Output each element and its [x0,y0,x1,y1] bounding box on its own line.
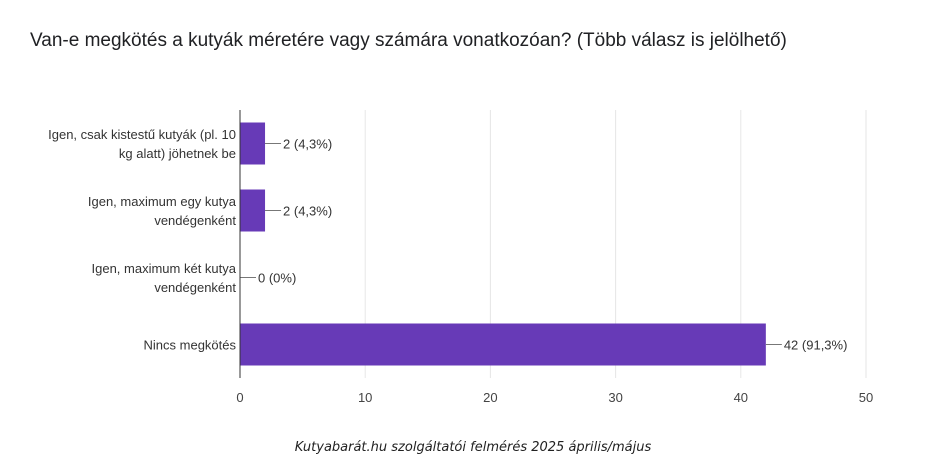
category-label-line: Igen, csak kistestű kutyák (pl. 10 [48,127,236,142]
data-label-0: 2 (4,3%) [283,137,332,152]
category-label-line: Igen, maximum két kutya [92,261,237,276]
category-label-2: Igen, maximum két kutya vendégenként [92,261,237,295]
category-label-line: Igen, maximum egy kutya [88,194,237,209]
data-label-1: 2 (4,3%) [283,204,332,219]
x-tick-label-5: 50 [859,390,873,405]
bar-3 [240,323,766,366]
x-tick-label-4: 40 [734,390,748,405]
data-label-3: 42 (91,3%) [784,338,848,353]
category-label-0: Igen, csak kistestű kutyák (pl. 10 kg ala… [48,127,236,161]
bar-1 [240,189,266,232]
x-tick-label-0: 0 [236,390,243,405]
data-label-2: 0 (0%) [258,271,296,286]
bar-0 [240,122,266,165]
category-label-line: vendégenként [154,213,236,228]
category-label-line: kg alatt) jöhetnek be [119,146,236,161]
category-label-line: vendégenként [154,280,236,295]
source-note: Kutyabarát.hu szolgáltatói felmérés 2025… [294,440,652,455]
category-label-line: Nincs megkötés [144,338,237,353]
category-label-3: Nincs megkötés [144,338,237,353]
x-tick-label-2: 20 [483,390,497,405]
category-label-1: Igen, maximum egy kutya vendégenként [88,194,237,228]
x-tick-label-1: 10 [358,390,372,405]
chart-title: Van-e megkötés a kutyák méretére vagy sz… [30,30,787,51]
x-tick-label-3: 30 [608,390,622,405]
